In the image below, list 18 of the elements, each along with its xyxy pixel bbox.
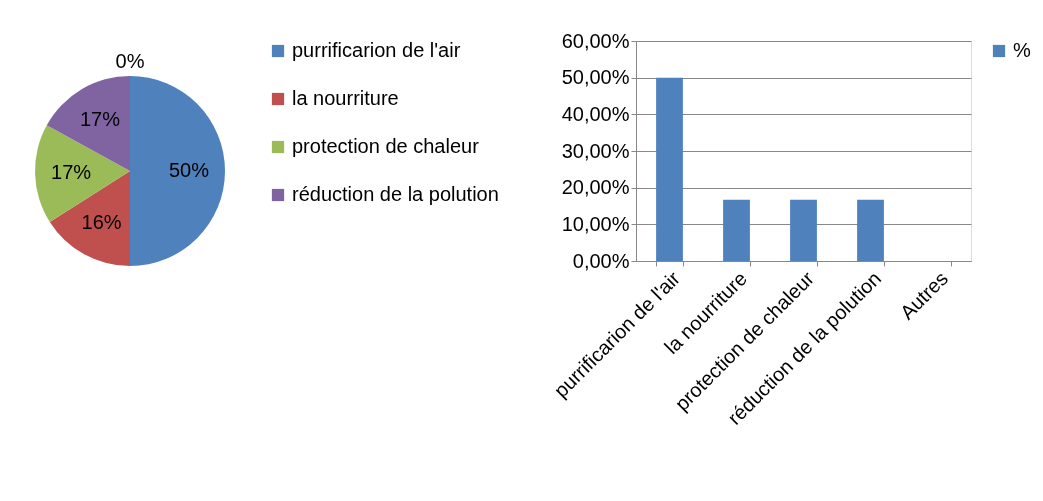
data-label: 17% — [80, 108, 121, 131]
legend-label: protection de chaleur — [292, 135, 480, 157]
data-label: 50% — [168, 159, 210, 181]
y-tick-label: 60,00% — [561, 29, 630, 52]
y-tick-label: 20,00% — [561, 176, 630, 199]
text: 0% — [115, 49, 145, 72]
data-label: 17% — [51, 160, 92, 183]
y-tick-label: 40,00% — [561, 102, 630, 125]
y-tick-label: 10,00% — [561, 212, 630, 235]
legend-label: la nourriture — [292, 87, 399, 109]
data-label: 16% — [81, 210, 122, 233]
y-tick-label: 50,00% — [561, 66, 630, 89]
y-tick-label: 30,00% — [561, 139, 630, 162]
legend-label: réduction de la polution — [292, 183, 499, 205]
legend-label: purrificarion de l'air — [292, 39, 461, 61]
pie-slice — [130, 76, 225, 266]
legend-label: % — [1013, 39, 1031, 61]
y-tick-label: 0,00% — [572, 249, 630, 272]
